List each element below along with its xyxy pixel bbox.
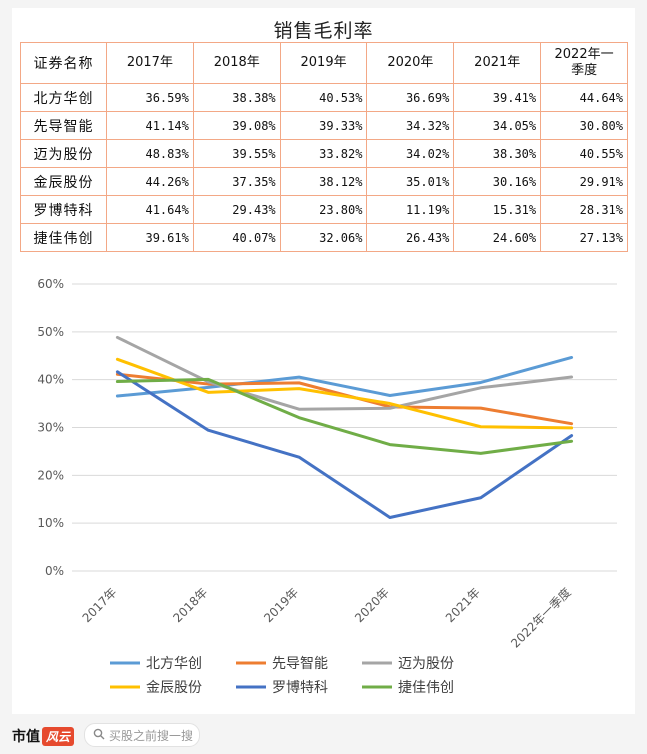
search-placeholder: 买股之前搜一搜	[109, 729, 194, 743]
table-row: 捷佳伟创 39.61% 40.07% 32.06% 26.43% 24.60% 27.13%	[20, 223, 628, 252]
table-row: 迈为股份 48.83% 39.55% 33.82% 34.02% 38.30% 40.55%	[20, 139, 628, 168]
margin-cell: 39.61%	[106, 223, 194, 252]
y-tick-label: 20%	[37, 468, 64, 482]
margin-cell: 26.43%	[366, 223, 455, 252]
gross-margin-table: 证券名称 2017年 2018年 2019年 2020年 2021年 2022年…	[20, 42, 628, 252]
y-tick-label: 0%	[45, 564, 64, 578]
margin-cell: 30.16%	[453, 167, 542, 196]
column-header: 2020年	[366, 42, 455, 84]
y-tick-label: 50%	[37, 325, 64, 339]
margin-cell: 15.31%	[453, 195, 542, 224]
margin-cell: 41.64%	[106, 195, 194, 224]
security-name: 金辰股份	[20, 167, 107, 196]
logo-text: 市值	[12, 729, 40, 745]
column-header: 2018年	[192, 42, 281, 84]
x-tick-label: 2018年	[170, 585, 210, 625]
legend-label: 捷佳伟创	[398, 680, 454, 696]
x-tick-label: 2017年	[80, 585, 120, 625]
margin-cell: 24.60%	[453, 223, 542, 252]
margin-cell: 40.55%	[540, 139, 628, 168]
y-tick-label: 10%	[37, 516, 64, 530]
search-box[interactable]: 买股之前搜一搜	[84, 723, 200, 747]
margin-cell: 11.19%	[366, 195, 455, 224]
margin-cell: 40.07%	[192, 223, 281, 252]
legend-label: 先导智能	[272, 656, 328, 672]
column-header: 2019年	[279, 42, 368, 84]
y-tick-label: 60%	[37, 277, 64, 291]
table-row: 罗博特科 41.64% 29.43% 23.80% 11.19% 15.31% 28.31%	[20, 195, 628, 224]
margin-cell: 30.80%	[540, 111, 628, 140]
security-name: 北方华创	[20, 83, 107, 112]
series-line	[115, 335, 574, 411]
x-tick-label: 2022年一季度	[508, 585, 574, 651]
brand-logo: 市值 风云	[12, 726, 75, 746]
margin-cell: 44.64%	[540, 83, 628, 112]
margin-cell: 35.01%	[366, 167, 455, 196]
table-row: 金辰股份 44.26% 37.35% 38.12% 35.01% 30.16% 29.91%	[20, 167, 628, 196]
margin-cell: 38.38%	[192, 83, 281, 112]
margin-cell: 38.30%	[453, 139, 542, 168]
x-tick-label: 2020年	[352, 585, 392, 625]
margin-cell: 23.80%	[279, 195, 368, 224]
y-tick-label: 30%	[37, 421, 64, 435]
line-chart: 0% 10% 20% 30% 40% 50% 60% 2017年 2018年 2019年 2020年…	[37, 277, 617, 696]
logo-mark: 风云	[42, 727, 75, 746]
margin-cell: 29.91%	[540, 167, 628, 196]
table-title: 销售毛利率	[273, 20, 374, 42]
margin-cell: 41.14%	[106, 111, 194, 140]
column-header: 证券名称	[20, 42, 107, 84]
table-header-row: 证券名称 2017年 2018年 2019年 2020年 2021年 2022年…	[20, 42, 628, 84]
margin-cell: 39.33%	[279, 111, 368, 140]
margin-cell: 39.41%	[453, 83, 542, 112]
series-line	[115, 377, 574, 455]
footer-bar: 市值 风云 买股之前搜一搜	[0, 714, 647, 754]
security-name: 迈为股份	[20, 139, 107, 168]
x-tick-label: 2019年	[261, 585, 301, 625]
series-line	[115, 370, 574, 519]
series-line	[115, 355, 574, 398]
column-header: 2017年	[106, 42, 194, 84]
margin-cell: 32.06%	[279, 223, 368, 252]
margin-cell: 34.02%	[366, 139, 455, 168]
margin-cell: 48.83%	[106, 139, 194, 168]
series-line	[115, 357, 574, 430]
legend-label: 金辰股份	[146, 680, 202, 696]
margin-cell: 33.82%	[279, 139, 368, 168]
margin-cell: 28.31%	[540, 195, 628, 224]
security-name: 捷佳伟创	[20, 223, 107, 252]
margin-cell: 34.05%	[453, 111, 542, 140]
legend-label: 北方华创	[146, 656, 202, 672]
table-row: 先导智能 41.14% 39.08% 39.33% 34.32% 34.05% 30.80%	[20, 111, 628, 140]
search-icon	[93, 728, 105, 740]
y-tick-label: 40%	[37, 373, 64, 387]
column-header: 2022年一 季度	[540, 42, 628, 84]
x-tick-label: 2021年	[443, 585, 483, 625]
legend-label: 罗博特科	[272, 679, 328, 696]
legend-label: 迈为股份	[398, 656, 454, 672]
chart-card: 销售毛利率 证券名称 2017年 2018年 2019年 2020年 2021年…	[12, 8, 635, 714]
margin-cell: 27.13%	[540, 223, 628, 252]
margin-cell: 29.43%	[192, 195, 281, 224]
